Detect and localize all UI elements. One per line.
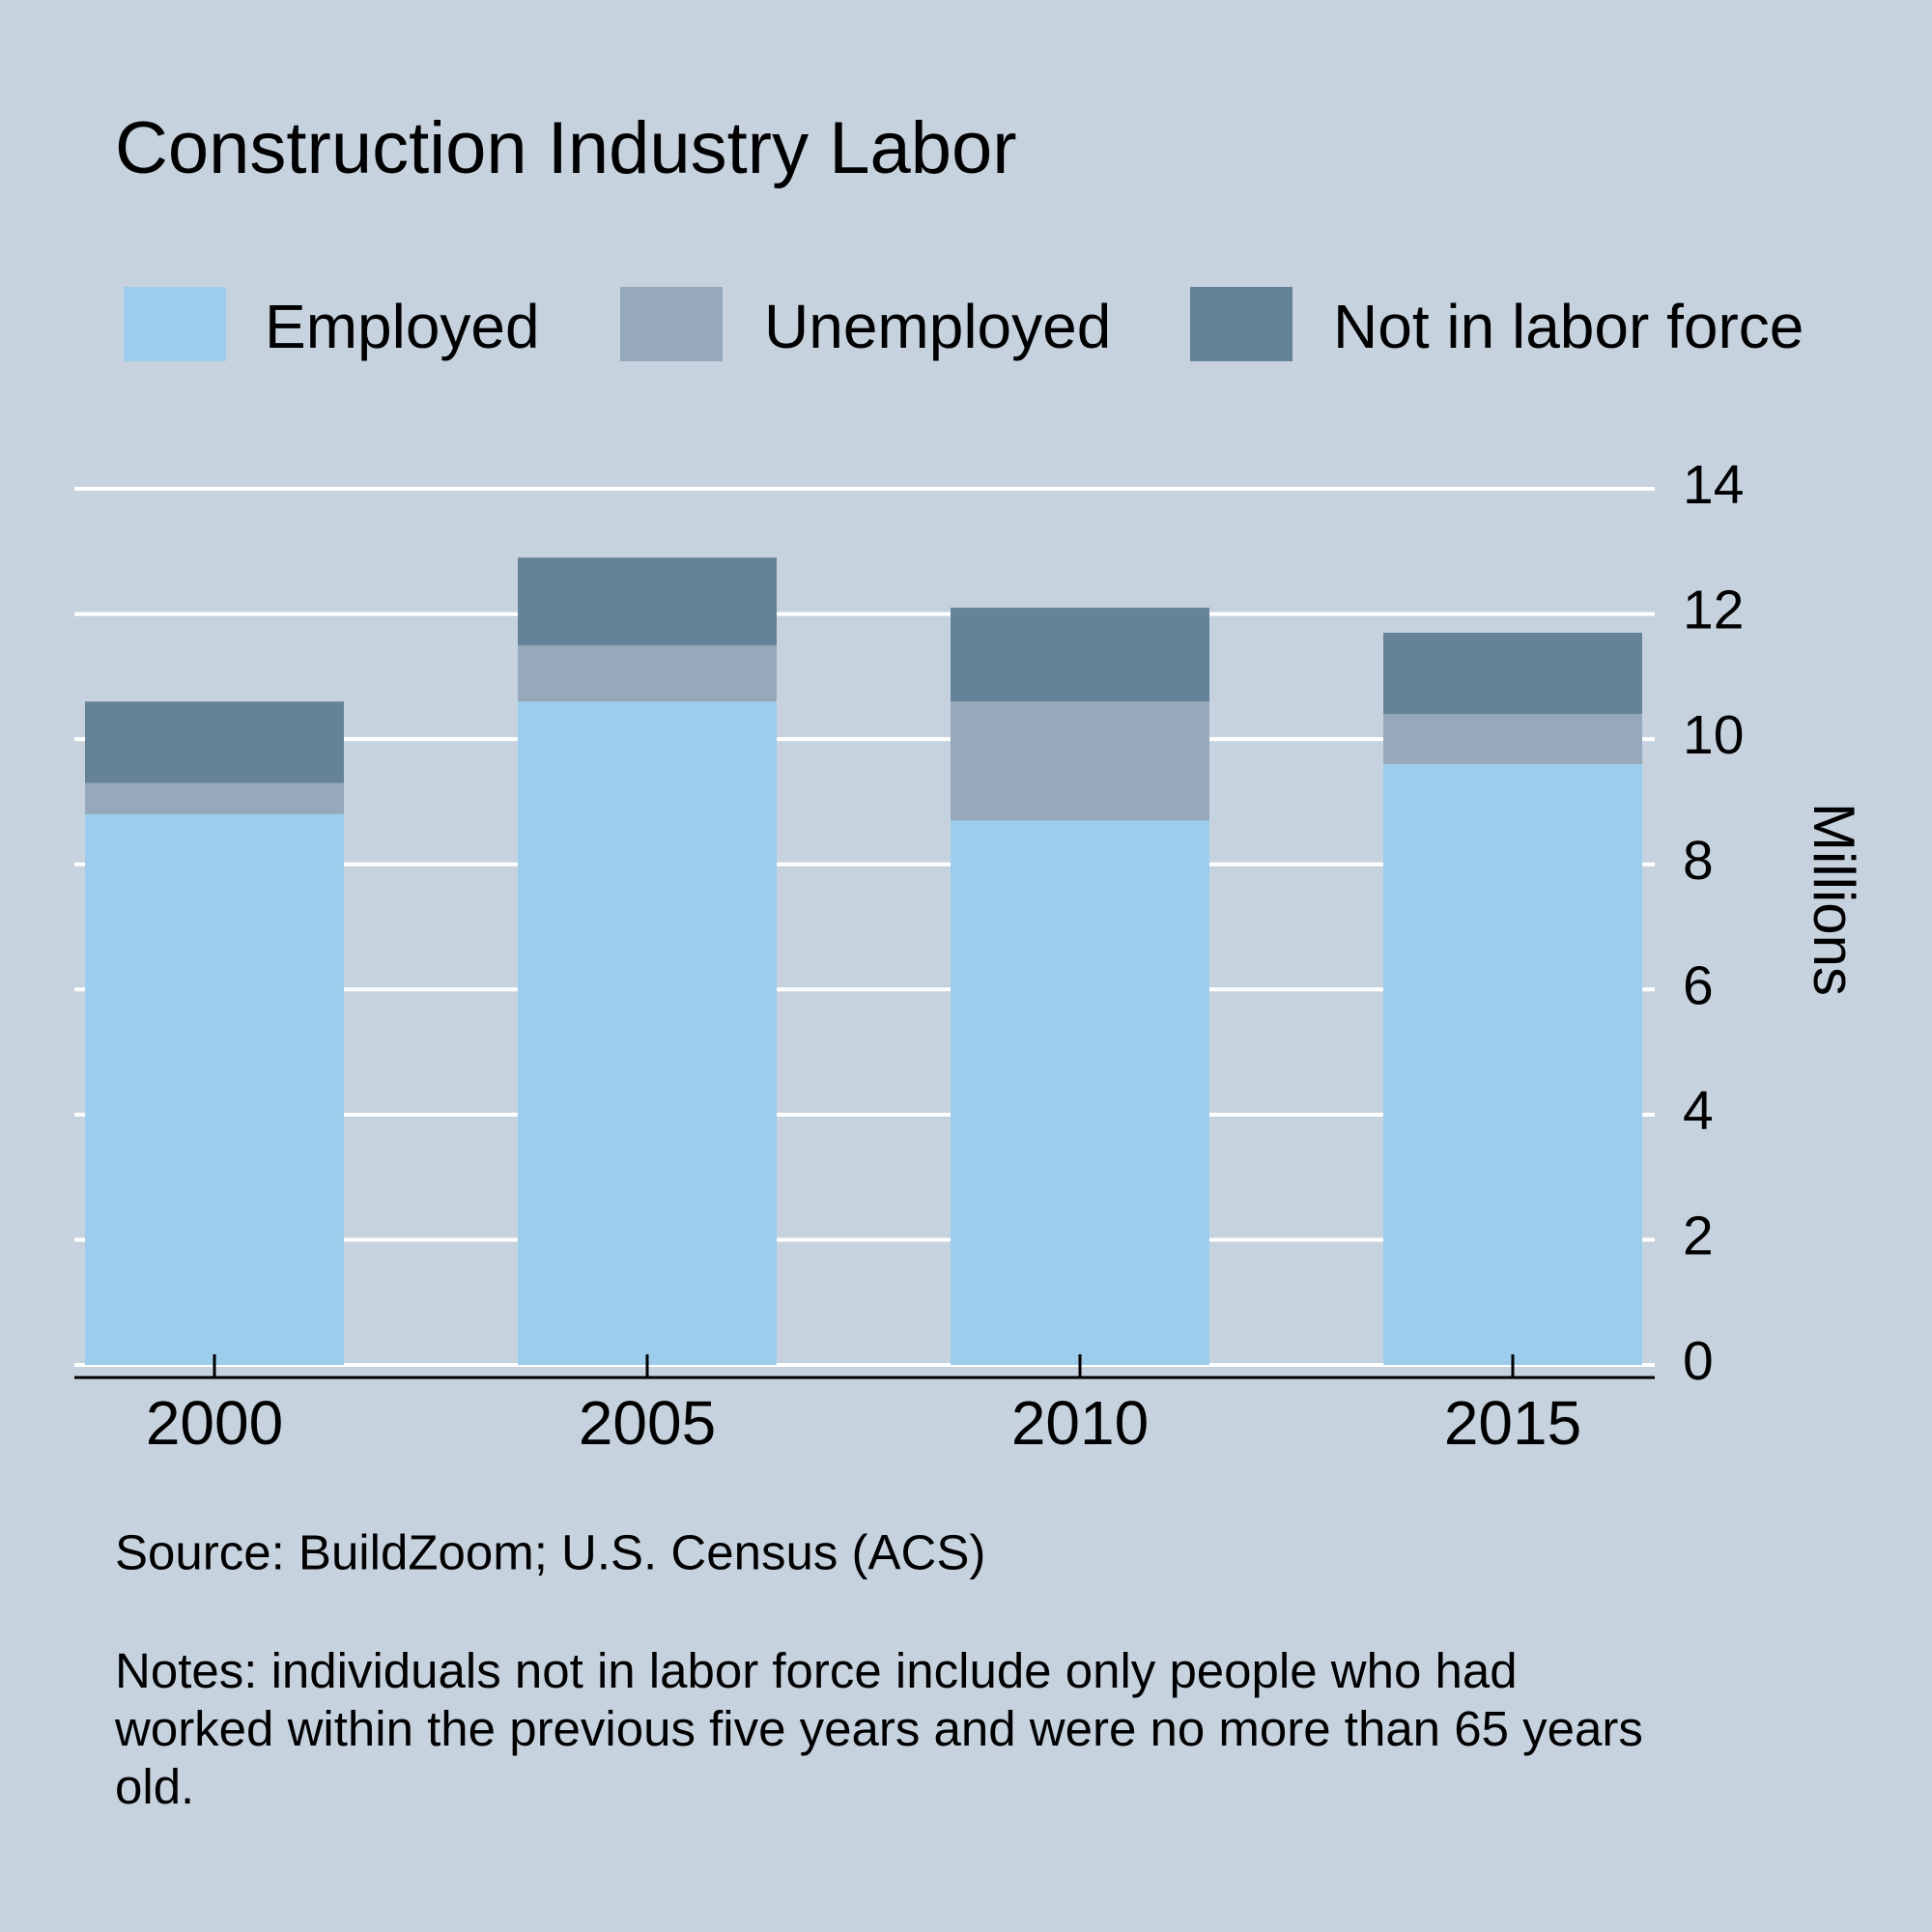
notes: Notes: individuals not in labor force in… — [115, 1643, 1643, 1814]
x-tick-label: 2005 — [579, 1388, 716, 1458]
y-axis-label: Millions — [1802, 803, 1866, 996]
bar-segment — [951, 701, 1209, 821]
y-tick-label: 6 — [1683, 954, 1714, 1016]
legend-swatch — [124, 287, 226, 361]
chart-title: Construction Industry Labor — [115, 107, 1017, 189]
bar-segment — [518, 644, 777, 702]
legend-label: Unemployed — [764, 292, 1111, 361]
source: Source: BuildZoom; U.S. Census (ACS) — [115, 1524, 985, 1579]
y-tick-label: 10 — [1683, 704, 1744, 766]
legend-label: Not in labor force — [1333, 292, 1804, 361]
legend-label: Employed — [265, 292, 540, 361]
bar-segment — [951, 820, 1209, 1365]
bar-segment — [85, 813, 344, 1365]
bar-segment — [1383, 764, 1642, 1365]
y-tick-label: 8 — [1683, 830, 1714, 892]
bar-segment — [518, 557, 777, 645]
legend-swatch — [620, 287, 723, 361]
y-tick-label: 14 — [1683, 454, 1744, 516]
x-tick-label: 2010 — [1011, 1388, 1149, 1458]
x-tick-label: 2015 — [1444, 1388, 1581, 1458]
y-tick-label: 0 — [1683, 1330, 1714, 1392]
y-tick-label: 12 — [1683, 580, 1744, 641]
y-tick-label: 4 — [1683, 1080, 1714, 1142]
bar-segment — [1383, 633, 1642, 715]
x-tick-label: 2000 — [146, 1388, 283, 1458]
bar-segment — [85, 782, 344, 814]
bar-segment — [518, 701, 777, 1365]
legend-swatch — [1190, 287, 1293, 361]
bar-segment — [85, 701, 344, 783]
y-tick-label: 2 — [1683, 1205, 1714, 1266]
bar-segment — [951, 608, 1209, 702]
bar-segment — [1383, 714, 1642, 765]
